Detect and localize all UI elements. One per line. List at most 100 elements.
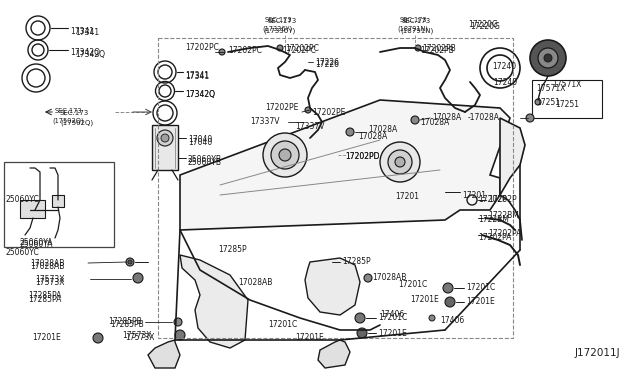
- Circle shape: [126, 258, 134, 266]
- Circle shape: [443, 283, 453, 293]
- Text: 17202PB: 17202PB: [422, 44, 456, 53]
- Text: 17202PE: 17202PE: [312, 108, 346, 117]
- Text: 17240: 17240: [492, 62, 516, 71]
- Text: 17342Q: 17342Q: [185, 90, 215, 99]
- Circle shape: [277, 45, 283, 51]
- Bar: [52, 195, 64, 207]
- Text: (18791N): (18791N): [400, 27, 433, 33]
- Text: 17341: 17341: [70, 26, 94, 35]
- Circle shape: [219, 49, 225, 55]
- Text: 17202PE: 17202PE: [265, 103, 298, 112]
- Text: 17573X: 17573X: [122, 331, 152, 340]
- Text: 17342Q: 17342Q: [185, 90, 215, 99]
- Polygon shape: [305, 258, 360, 315]
- Circle shape: [544, 54, 552, 62]
- Text: 17341: 17341: [185, 72, 209, 81]
- Circle shape: [174, 318, 182, 326]
- Text: 17337V: 17337V: [250, 118, 280, 126]
- Text: 17573X: 17573X: [125, 333, 154, 342]
- Text: 17201C: 17201C: [268, 320, 297, 329]
- Text: 17028AB: 17028AB: [30, 259, 65, 267]
- Text: (17502Q): (17502Q): [52, 117, 84, 124]
- Circle shape: [538, 48, 558, 68]
- Circle shape: [93, 333, 103, 343]
- Circle shape: [161, 134, 169, 142]
- Text: 17285PB: 17285PB: [110, 320, 144, 329]
- Text: 25060YB: 25060YB: [188, 155, 222, 164]
- Text: 17220G: 17220G: [468, 20, 498, 29]
- Text: 17202P: 17202P: [478, 195, 507, 204]
- Circle shape: [357, 328, 367, 338]
- Text: 17573X: 17573X: [35, 275, 65, 283]
- Text: SEC.173: SEC.173: [268, 18, 297, 24]
- Text: 17202PC: 17202PC: [282, 46, 316, 55]
- Text: 17220G: 17220G: [470, 22, 500, 31]
- Text: 17285P: 17285P: [342, 257, 371, 266]
- Circle shape: [526, 114, 534, 122]
- Text: 17201C: 17201C: [378, 314, 407, 323]
- Circle shape: [530, 40, 566, 76]
- Text: 17040: 17040: [188, 135, 212, 144]
- Text: J172011J: J172011J: [574, 348, 620, 358]
- Circle shape: [263, 133, 307, 177]
- Text: 17201E: 17201E: [410, 295, 439, 304]
- Circle shape: [380, 142, 420, 182]
- Text: 17251: 17251: [536, 98, 560, 107]
- Text: 17226: 17226: [315, 58, 339, 67]
- Text: 17406: 17406: [440, 316, 464, 325]
- Text: 17201E: 17201E: [32, 334, 61, 343]
- Text: 17285PA: 17285PA: [28, 295, 61, 304]
- Polygon shape: [318, 340, 350, 368]
- Text: 17201C: 17201C: [466, 283, 495, 292]
- Text: SEC.173: SEC.173: [265, 17, 292, 23]
- Circle shape: [535, 99, 541, 105]
- Circle shape: [395, 157, 405, 167]
- Text: 17202PC: 17202PC: [185, 44, 219, 52]
- Circle shape: [279, 149, 291, 161]
- Text: 25060YC: 25060YC: [5, 195, 39, 204]
- Text: 17028AB: 17028AB: [238, 278, 273, 287]
- Text: 25060YA: 25060YA: [20, 240, 54, 249]
- Text: 17028AB: 17028AB: [30, 262, 65, 271]
- Circle shape: [355, 313, 365, 323]
- Circle shape: [364, 274, 372, 282]
- Text: 17202P: 17202P: [488, 196, 516, 205]
- Circle shape: [175, 330, 185, 340]
- Text: -17028A: -17028A: [468, 113, 500, 122]
- Circle shape: [271, 141, 299, 169]
- Circle shape: [411, 116, 419, 124]
- Text: SEC.173: SEC.173: [402, 18, 431, 24]
- Text: 17201E: 17201E: [378, 328, 407, 337]
- Text: 25060YA: 25060YA: [20, 238, 54, 247]
- Text: (18791N): (18791N): [397, 26, 428, 32]
- Text: (17336Y): (17336Y): [263, 27, 295, 33]
- Circle shape: [305, 107, 311, 113]
- Text: 17571X: 17571X: [536, 84, 565, 93]
- Text: 25060YC: 25060YC: [5, 248, 39, 257]
- Text: 1722BM: 1722BM: [488, 211, 519, 219]
- Text: 17240: 17240: [493, 78, 517, 87]
- Bar: [4, 162, 114, 247]
- Text: 17341: 17341: [75, 28, 99, 37]
- Text: 17573X: 17573X: [35, 278, 65, 287]
- Text: 17202PC: 17202PC: [228, 46, 262, 55]
- Text: 17341: 17341: [185, 71, 209, 80]
- Bar: [152, 125, 178, 170]
- Text: 17201E: 17201E: [466, 298, 495, 307]
- Text: 17342Q: 17342Q: [70, 48, 100, 58]
- Text: 17285PB: 17285PB: [108, 317, 141, 327]
- Text: SEC.173: SEC.173: [60, 110, 89, 116]
- Text: 17028A: 17028A: [358, 132, 387, 141]
- Polygon shape: [148, 340, 180, 368]
- Text: 17406: 17406: [380, 310, 404, 319]
- Text: 17028A: 17028A: [420, 118, 449, 127]
- Text: 17285PA: 17285PA: [28, 292, 61, 301]
- Text: (17336Y): (17336Y): [262, 26, 292, 32]
- Text: 17342Q: 17342Q: [75, 50, 105, 59]
- Text: 17226: 17226: [315, 60, 339, 69]
- Text: 17201: 17201: [395, 192, 419, 201]
- Circle shape: [157, 130, 173, 146]
- Bar: [20, 200, 45, 218]
- Text: (17502Q): (17502Q): [60, 119, 93, 125]
- Text: 17285P: 17285P: [218, 245, 246, 254]
